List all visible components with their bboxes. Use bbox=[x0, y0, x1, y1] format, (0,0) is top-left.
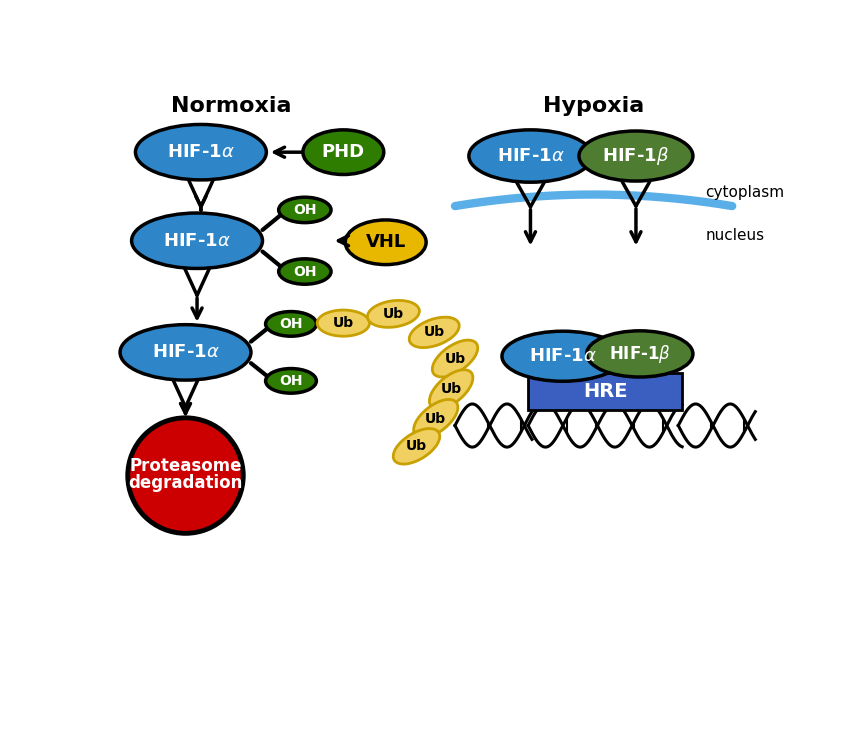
Ellipse shape bbox=[266, 369, 317, 393]
Ellipse shape bbox=[430, 370, 473, 409]
Ellipse shape bbox=[409, 317, 460, 347]
Text: degradation: degradation bbox=[129, 474, 243, 492]
Text: Ub: Ub bbox=[406, 439, 427, 453]
Text: HIF-1$\alpha$: HIF-1$\alpha$ bbox=[529, 347, 597, 365]
Circle shape bbox=[128, 418, 243, 533]
Text: HIF-1$\alpha$: HIF-1$\alpha$ bbox=[151, 344, 220, 361]
Text: OH: OH bbox=[279, 374, 303, 388]
Text: OH: OH bbox=[293, 203, 317, 217]
Text: Hypoxia: Hypoxia bbox=[543, 96, 644, 116]
Ellipse shape bbox=[432, 340, 477, 377]
Text: Ub: Ub bbox=[426, 412, 446, 426]
Text: Ub: Ub bbox=[441, 382, 462, 396]
Ellipse shape bbox=[135, 125, 266, 180]
Text: Ub: Ub bbox=[383, 307, 404, 321]
Text: VHL: VHL bbox=[366, 233, 406, 252]
Text: HIF-1$\alpha$: HIF-1$\alpha$ bbox=[497, 147, 564, 165]
Text: Normoxia: Normoxia bbox=[171, 96, 292, 116]
Ellipse shape bbox=[368, 301, 420, 327]
Ellipse shape bbox=[120, 325, 251, 380]
FancyBboxPatch shape bbox=[528, 373, 683, 410]
Text: Ub: Ub bbox=[424, 325, 445, 339]
Text: Proteasome: Proteasome bbox=[129, 457, 242, 476]
Text: PHD: PHD bbox=[322, 143, 365, 161]
Text: HIF-1$\alpha$: HIF-1$\alpha$ bbox=[163, 232, 231, 250]
Ellipse shape bbox=[579, 131, 693, 181]
Ellipse shape bbox=[303, 130, 384, 174]
Ellipse shape bbox=[132, 213, 262, 269]
Text: Ub: Ub bbox=[444, 352, 465, 366]
Text: nucleus: nucleus bbox=[705, 228, 764, 243]
Ellipse shape bbox=[414, 399, 458, 438]
Ellipse shape bbox=[502, 331, 624, 381]
Text: HIF-1$\beta$: HIF-1$\beta$ bbox=[608, 343, 671, 365]
Text: OH: OH bbox=[279, 317, 303, 331]
Ellipse shape bbox=[586, 331, 693, 377]
Text: cytoplasm: cytoplasm bbox=[705, 185, 785, 200]
Ellipse shape bbox=[393, 429, 440, 464]
Ellipse shape bbox=[346, 220, 426, 265]
Ellipse shape bbox=[278, 259, 331, 284]
Ellipse shape bbox=[469, 130, 592, 183]
Text: HRE: HRE bbox=[583, 382, 627, 401]
Text: HIF-1$\beta$: HIF-1$\beta$ bbox=[603, 145, 670, 167]
Ellipse shape bbox=[317, 310, 369, 336]
Text: HIF-1$\alpha$: HIF-1$\alpha$ bbox=[167, 143, 235, 161]
Ellipse shape bbox=[278, 197, 331, 223]
Text: OH: OH bbox=[293, 265, 317, 278]
Text: Ub: Ub bbox=[333, 316, 354, 330]
Ellipse shape bbox=[266, 312, 317, 336]
